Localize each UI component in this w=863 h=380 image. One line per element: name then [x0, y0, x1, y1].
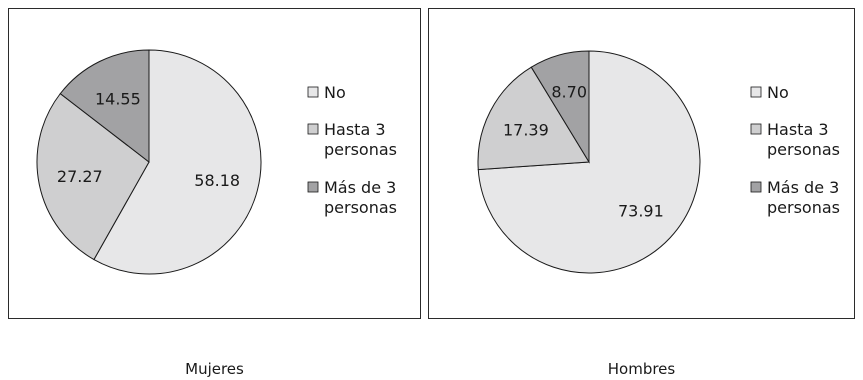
pie-slice-m-s-de-3-personas — [59, 49, 150, 164]
legend-label-m-s-de-3-personas: personas — [324, 198, 397, 217]
pie-slice-m-s-de-3-personas — [530, 50, 590, 164]
chart-panel-mujeres: 58.18 27.27 14.55 No Hasta 3 personas Más de 3… — [8, 8, 421, 319]
legend-label-hasta-3-personas: Hasta 3 — [767, 120, 829, 139]
legend-label-hasta-3-personas: Hasta 3 — [324, 120, 386, 139]
value-label-m-s-de-3-personas: 8.70 — [551, 83, 587, 102]
legend-label-no: No — [324, 83, 346, 102]
legend-label-hasta-3-personas: personas — [324, 140, 397, 159]
legend-swatch-no — [307, 86, 319, 98]
legend-swatch-no — [750, 86, 762, 98]
legend-label-hasta-3-personas: personas — [767, 140, 840, 159]
legend-label-m-s-de-3-personas: personas — [767, 198, 840, 217]
legend-label-m-s-de-3-personas: Más de 3 — [767, 178, 839, 197]
legend-swatch-hasta-3-personas — [307, 123, 319, 135]
legend-swatch-hasta-3-personas — [750, 123, 762, 135]
pie-slice-hasta-3-personas — [477, 66, 590, 171]
value-label-m-s-de-3-personas: 14.55 — [95, 90, 141, 109]
pie-slice-hasta-3-personas — [36, 92, 150, 261]
legend-label-no: No — [767, 83, 789, 102]
caption-hombres: Hombres — [607, 360, 676, 378]
legend-swatch-m-s-de-3-personas — [307, 181, 319, 193]
pie-slice-no — [93, 49, 262, 275]
value-label-no: 73.91 — [618, 202, 664, 221]
value-label-no: 58.18 — [194, 171, 240, 190]
legend-swatch-m-s-de-3-personas — [750, 181, 762, 193]
value-label-hasta-3-personas: 17.39 — [503, 120, 549, 139]
value-label-hasta-3-personas: 27.27 — [57, 167, 103, 186]
legend-label-m-s-de-3-personas: Más de 3 — [324, 178, 396, 197]
caption-mujeres: Mujeres — [185, 360, 244, 378]
